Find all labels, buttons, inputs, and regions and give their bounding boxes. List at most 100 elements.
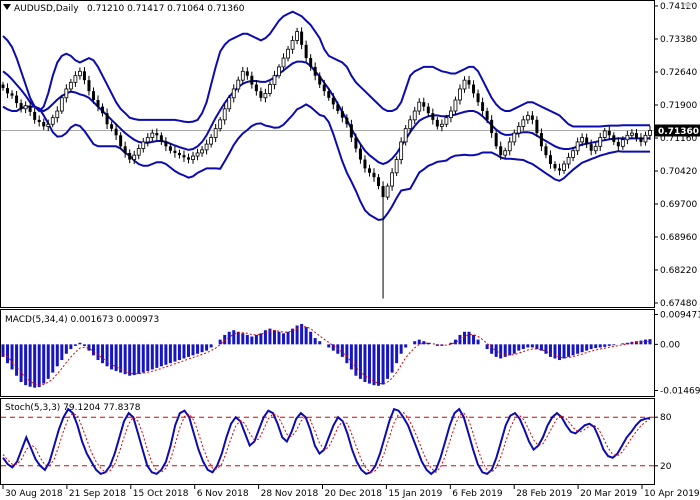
candle-body-bull xyxy=(145,137,150,143)
candle-body-bull xyxy=(620,139,625,147)
candle-body-bear xyxy=(155,133,159,136)
candle-body-bear xyxy=(33,111,37,120)
candle-body-bear xyxy=(101,106,105,114)
candle-body-bear xyxy=(539,133,543,147)
candle-body-bear xyxy=(318,75,322,85)
candle-body-bear xyxy=(607,130,611,136)
candle-body-bear xyxy=(616,141,620,147)
candle-body-bear xyxy=(358,148,362,160)
candle-body-bear xyxy=(96,99,100,107)
stoch-panel-frame xyxy=(0,398,655,485)
x-tick-label: 6 Feb 2019 xyxy=(452,489,503,499)
candle-body-bear xyxy=(426,106,430,114)
y-tick-label: 0.72640 xyxy=(660,68,697,78)
y-tick-label: 0.68960 xyxy=(660,233,697,243)
candle-body-bear xyxy=(490,119,494,134)
candle-body-bear xyxy=(548,155,552,164)
candle-body-bear xyxy=(110,124,114,129)
candle-body-bear xyxy=(349,124,353,138)
y-tick-label: 0.73380 xyxy=(660,35,697,45)
candle-body-bear xyxy=(431,113,435,120)
candle-body-bull xyxy=(231,88,236,99)
candle-body-bull xyxy=(46,123,51,127)
candle-body-bear xyxy=(91,91,95,100)
candle-body-bull xyxy=(204,143,209,151)
x-tick-label: 30 Aug 2018 xyxy=(5,489,63,499)
candle-body-bear xyxy=(245,71,249,76)
candle-body-bull xyxy=(218,119,223,130)
y-axis: 0.74120 0.73380 0.72640 0.71900 0.71160 0.704… xyxy=(654,2,700,472)
y-tick-label: 0.71900 xyxy=(660,101,697,111)
candle-body-bull xyxy=(78,70,82,77)
candle-body-bear xyxy=(331,97,335,105)
candle-body-bear xyxy=(354,137,358,149)
x-tick-label: 28 Nov 2018 xyxy=(261,489,319,499)
x-tick-label: 28 Feb 2019 xyxy=(516,489,572,499)
candle-body-bear xyxy=(187,157,191,160)
candle-body-bear xyxy=(481,102,485,112)
candle-body-bull xyxy=(222,108,227,121)
candle-body-bull xyxy=(593,145,598,152)
candle-body-bear xyxy=(164,141,168,147)
candle-body-bull xyxy=(200,149,204,154)
candle-body-bull xyxy=(462,79,467,90)
candle-body-bear xyxy=(336,104,340,112)
candle-body-bull xyxy=(516,126,521,134)
y-tick-label: 0.68220 xyxy=(660,266,697,276)
candle-body-bull xyxy=(625,134,630,141)
y-tick-label: 0.70420 xyxy=(660,167,697,177)
stoch-main-line xyxy=(2,407,651,476)
candle-body-bear xyxy=(530,115,534,120)
x-tick-label: 6 Nov 2018 xyxy=(197,489,249,499)
candle-body-bear xyxy=(15,95,19,104)
candle-body-bear xyxy=(313,66,317,76)
macd-plot xyxy=(1,323,652,388)
x-tick-label: 15 Oct 2018 xyxy=(133,489,189,499)
candle-body-bull xyxy=(385,185,390,198)
candle-body-bull xyxy=(195,152,200,157)
corner-arrow-icon xyxy=(683,3,693,8)
candle-body-bull xyxy=(458,88,462,101)
candle-body-bear xyxy=(28,105,32,112)
candle-body-bear xyxy=(168,146,172,151)
candle-body-bull xyxy=(503,150,508,156)
candle-body-bear xyxy=(372,172,376,178)
candle-body-bear xyxy=(309,58,313,67)
candle-body-bull xyxy=(394,159,399,174)
candle-body-bull xyxy=(439,123,444,127)
candle-body-bull xyxy=(286,48,290,59)
candle-body-bull xyxy=(512,132,517,143)
candle-body-bear xyxy=(381,186,385,198)
ohlc-label: 0.71210 0.71417 0.71064 0.71360 xyxy=(87,4,245,14)
candle-body-bear xyxy=(535,119,539,134)
candle-body-bull xyxy=(191,155,195,160)
candle-body-bull xyxy=(295,31,299,41)
stoch-y-tick-label: 20 xyxy=(660,462,672,472)
candle-body-bull xyxy=(64,88,69,99)
x-tick-label: 15 Jan 2019 xyxy=(388,489,442,499)
candle-body-bear xyxy=(259,91,263,98)
candle-body-bull xyxy=(507,141,512,152)
candle-body-bull xyxy=(268,84,272,94)
candle-body-bull xyxy=(281,57,286,68)
candle-body-bull xyxy=(412,110,417,121)
candle-body-bear xyxy=(128,152,132,160)
candle-body-bear xyxy=(300,31,304,45)
candle-body-bull xyxy=(602,130,607,138)
candle-body-bear xyxy=(472,84,476,94)
candle-body-bear xyxy=(6,88,10,94)
main-panel-frame xyxy=(0,0,655,308)
candle-body-bull xyxy=(236,79,241,90)
candle-body-bear xyxy=(367,168,371,173)
candle-body-bear xyxy=(422,102,426,107)
candle-body-bear xyxy=(553,163,557,169)
macd-y-tick-label: -0.014696 xyxy=(660,386,700,396)
candle-body-bear xyxy=(87,80,91,92)
stoch-signal-line xyxy=(2,411,651,473)
macd-y-tick-label: 0.00 xyxy=(660,340,680,350)
candle-body-bear xyxy=(499,146,503,156)
candle-body-bull xyxy=(444,117,449,125)
candle-body-bull xyxy=(141,141,146,149)
candle-body-bear xyxy=(105,113,109,125)
candle-body-bear xyxy=(494,133,498,147)
